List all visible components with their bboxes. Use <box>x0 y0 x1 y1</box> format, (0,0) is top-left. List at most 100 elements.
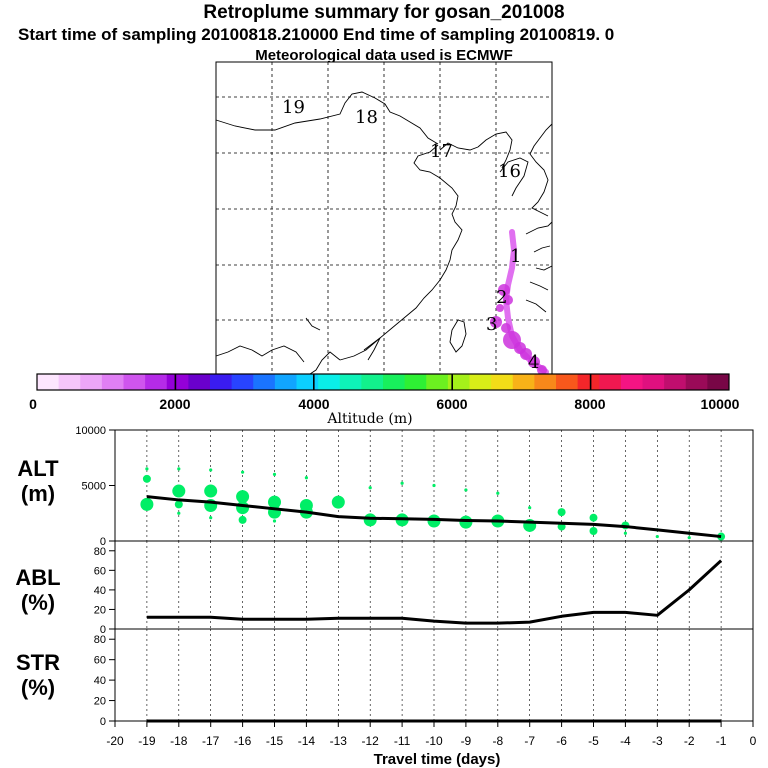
x-tick-label: -17 <box>202 734 220 748</box>
plume-cluster-point <box>236 490 250 504</box>
abl-ylabel-unit: (%) <box>21 590 55 615</box>
colorbar-cell <box>80 374 103 390</box>
colorbar-tick-10000: 10000 <box>701 396 740 412</box>
plume-cluster-point <box>400 481 404 485</box>
colorbar-cell <box>210 374 233 390</box>
colorbar-cell <box>123 374 146 390</box>
plume-cluster-point <box>368 486 372 490</box>
y-tick-label: 80 <box>94 634 106 646</box>
alt-ylabel-unit: (m) <box>21 481 55 506</box>
plume-blob <box>528 356 540 368</box>
colorbar-tick-6000: 6000 <box>436 396 467 412</box>
day-label-3: 3 <box>486 314 497 335</box>
plume-cluster-point <box>272 472 277 476</box>
plume-blob <box>503 295 513 305</box>
plume-cluster-point <box>557 508 566 517</box>
x-tick-label: -9 <box>461 734 472 748</box>
plume-cluster-point <box>142 474 151 483</box>
plume-cluster-point <box>238 515 247 524</box>
plume-blob <box>496 304 504 312</box>
series-line-abl <box>146 559 723 625</box>
colorbar-major-ticks <box>174 374 592 390</box>
plume-cluster-point <box>655 534 659 539</box>
map-gridlines <box>216 62 552 374</box>
plume-cluster-point <box>589 513 598 522</box>
x-tick-label: -14 <box>298 734 316 748</box>
series-line-alt <box>146 495 722 539</box>
trajectory-map: 19 18 17 16 1 2 3 4 <box>215 61 553 375</box>
plume-blob <box>498 284 510 296</box>
x-tick-label: -5 <box>588 734 599 748</box>
plume-trajectory <box>490 229 549 375</box>
x-tick-label: -10 <box>425 734 443 748</box>
colorbar-cell <box>274 374 297 390</box>
colorbar-cell <box>512 374 535 390</box>
plume-cluster-point <box>145 467 149 471</box>
plume-cluster-point <box>496 491 500 495</box>
day-label-17: 17 <box>430 141 453 162</box>
colorbar-cells <box>37 374 730 390</box>
day-label-18: 18 <box>355 107 378 128</box>
plume-cluster-point <box>268 495 281 509</box>
colorbar-cell <box>37 374 60 390</box>
panel-alt: 10000 5000 0 <box>75 425 754 548</box>
colorbar-cell <box>685 374 708 390</box>
colorbar-cell <box>447 374 470 390</box>
plume-cluster-point <box>204 484 218 498</box>
colorbar-cell <box>101 374 124 390</box>
y-tick-label: 0 <box>100 716 106 728</box>
colorbar-cell <box>361 374 384 390</box>
colorbar-tick-2000: 2000 <box>159 396 190 412</box>
plume-cluster-point <box>209 516 213 520</box>
plume-cluster-point <box>236 501 250 515</box>
plume-cluster-point <box>687 536 691 540</box>
day-label-2: 2 <box>496 287 507 308</box>
str-ylabel: STR <box>16 650 60 675</box>
colorbar-cell <box>188 374 211 390</box>
y-tick-label: 0 <box>100 536 106 548</box>
plume-cluster-point <box>363 513 377 527</box>
plume-cluster-point <box>177 467 181 471</box>
y-tick-label: 5000 <box>82 481 106 493</box>
plume-blob <box>490 316 502 328</box>
colorbar-tick-0: 0 <box>29 396 37 412</box>
day-label-4: 4 <box>528 352 539 373</box>
colorbar-cell <box>707 374 730 390</box>
colorbar-cell <box>339 374 362 390</box>
plume-cluster-point <box>174 500 183 509</box>
colorbar-cell <box>383 374 406 390</box>
panel-abl: 80 60 40 20 0 <box>94 540 754 636</box>
colorbar-cell <box>534 374 557 390</box>
plume-cluster-point <box>589 527 598 536</box>
colorbar-cell <box>231 374 254 390</box>
plume-cluster-point <box>177 511 181 515</box>
colorbar-cell <box>296 374 319 390</box>
colorbar-cell <box>166 374 189 390</box>
y-tick-label: 20 <box>94 604 106 616</box>
colorbar-cell <box>577 374 600 390</box>
y-tick-label: 20 <box>94 696 106 708</box>
y-tick-label: 40 <box>94 585 106 597</box>
colorbar-cell <box>620 374 643 390</box>
colorbar-cell <box>599 374 622 390</box>
plot-title: Retroplume summary for gosan_201008 <box>203 2 565 23</box>
plume-cluster-point <box>331 495 345 509</box>
str-ylabel-unit: (%) <box>21 675 55 700</box>
plume-cluster-point <box>464 488 468 492</box>
plume-blob <box>501 323 511 333</box>
colorbar-tick-labels: 0 2000 4000 6000 8000 10000 <box>29 396 740 412</box>
x-tick-label: -1 <box>716 734 727 748</box>
colorbar-label: Altitude (m) <box>326 411 412 427</box>
colorbar-cell <box>469 374 492 390</box>
y-tick-label: 60 <box>94 565 106 577</box>
sampling-time-subtitle: Start time of sampling 20100818.210000 E… <box>18 25 615 44</box>
day-label-16: 16 <box>498 161 521 182</box>
plume-cluster-point <box>140 497 154 511</box>
y-tick-label: 40 <box>94 675 106 687</box>
x-tick-label: -11 <box>394 734 411 748</box>
x-tick-label: -20 <box>106 734 124 748</box>
colorbar-tick-8000: 8000 <box>574 396 605 412</box>
y-tick-label: 60 <box>94 655 106 667</box>
x-tick-label: -15 <box>266 734 284 748</box>
